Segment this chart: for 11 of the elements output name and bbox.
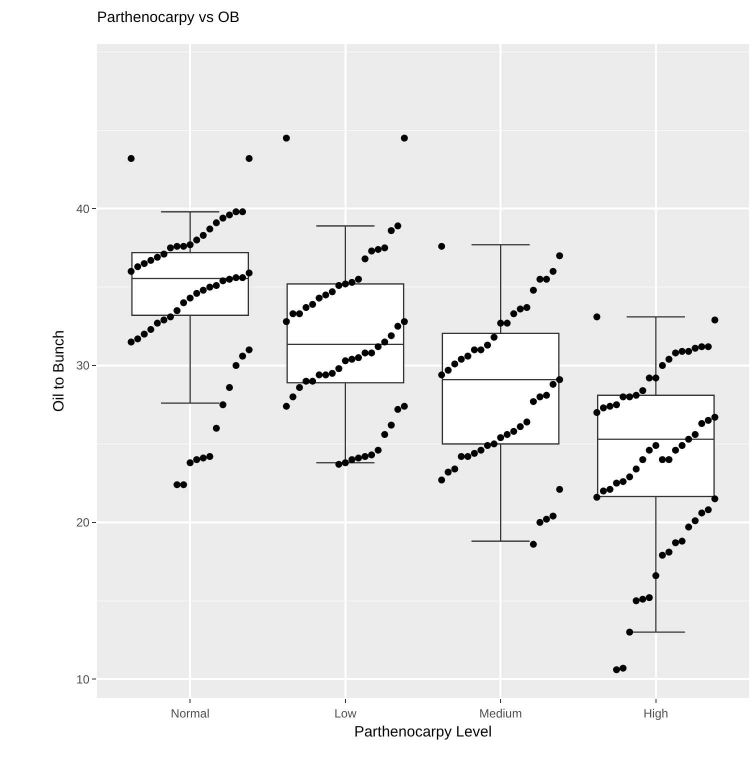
- y-tick-label: 30: [76, 358, 90, 373]
- y-tick-label: 40: [76, 202, 90, 216]
- chart-title: Parthenocarpy vs OB: [97, 8, 240, 26]
- x-tick-label: High: [644, 706, 668, 720]
- y-tick-label: 20: [76, 516, 90, 530]
- x-tick-label: Medium: [479, 706, 522, 720]
- y-tick-label: 10: [76, 672, 90, 686]
- x-axis-title: Parthenocarpy Level: [354, 723, 492, 740]
- x-tick-label: Low: [334, 706, 357, 720]
- y-axis-title: Oil to Bunch: [50, 330, 68, 412]
- x-tick-label: Normal: [170, 706, 210, 720]
